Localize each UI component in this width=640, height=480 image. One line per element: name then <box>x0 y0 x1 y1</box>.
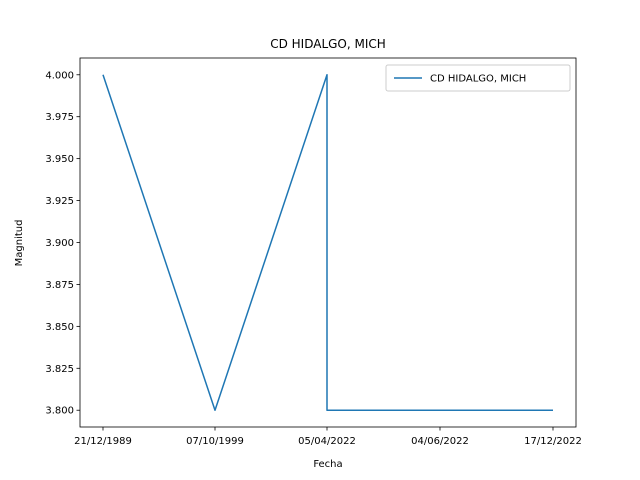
x-tick-label: 07/10/1999 <box>186 436 244 447</box>
legend-label: CD HIDALGO, MICH <box>430 74 526 85</box>
series-line <box>102 74 553 411</box>
y-axis-label: Magnitud <box>14 220 25 267</box>
y-tick-label: 3.975 <box>45 112 74 123</box>
y-tick-label: 4.000 <box>45 70 74 81</box>
y-tick-label: 3.800 <box>45 406 74 417</box>
legend-box <box>385 64 571 92</box>
y-tick-label: 3.900 <box>45 238 74 249</box>
x-tick-label: 04/06/2022 <box>411 436 469 447</box>
chart-title: CD HIDALGO, MICH <box>270 37 386 51</box>
x-tick-label: 21/12/1989 <box>74 436 132 447</box>
plot-area: 3.800 3.825 3.850 3.875 3.900 3.925 3.950 3.975… <box>45 57 582 447</box>
legend: CD HIDALGO, MICH <box>385 64 571 92</box>
y-tick-label: 3.850 <box>45 322 74 333</box>
x-tick-label: 05/04/2022 <box>298 436 356 447</box>
y-tick-label: 3.950 <box>45 154 74 165</box>
x-tick-label: 17/12/2022 <box>524 436 582 447</box>
y-tick-label: 3.875 <box>45 280 74 291</box>
axes-frame <box>79 57 577 428</box>
y-tick-label: 3.925 <box>45 196 74 207</box>
y-tick-label: 3.825 <box>45 364 74 375</box>
x-axis-label: Fecha <box>313 459 342 470</box>
